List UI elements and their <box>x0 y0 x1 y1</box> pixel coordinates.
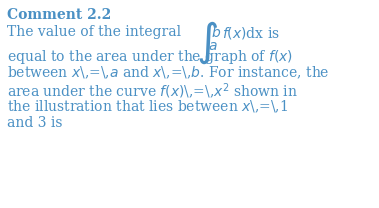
Text: $\int$: $\int$ <box>196 20 218 66</box>
Text: $b$: $b$ <box>211 25 221 40</box>
Text: between $x$\,=\,$a$ and $x$\,=\,$b$. For instance, the: between $x$\,=\,$a$ and $x$\,=\,$b$. For… <box>7 65 330 81</box>
Text: the illustration that lies between $x$\,=\,1: the illustration that lies between $x$\,… <box>7 99 288 115</box>
Text: $a$: $a$ <box>208 39 218 53</box>
Text: Comment 2.2: Comment 2.2 <box>7 8 111 22</box>
Text: and 3 is: and 3 is <box>7 116 63 130</box>
Text: The value of the integral: The value of the integral <box>7 25 181 39</box>
Text: area under the curve $f(x)$\,=\,$x^2$ shown in: area under the curve $f(x)$\,=\,$x^2$ sh… <box>7 82 298 102</box>
Text: equal to the area under the graph of $f(x)$: equal to the area under the graph of $f(… <box>7 48 293 66</box>
Text: $f(x)$dx is: $f(x)$dx is <box>222 25 280 41</box>
